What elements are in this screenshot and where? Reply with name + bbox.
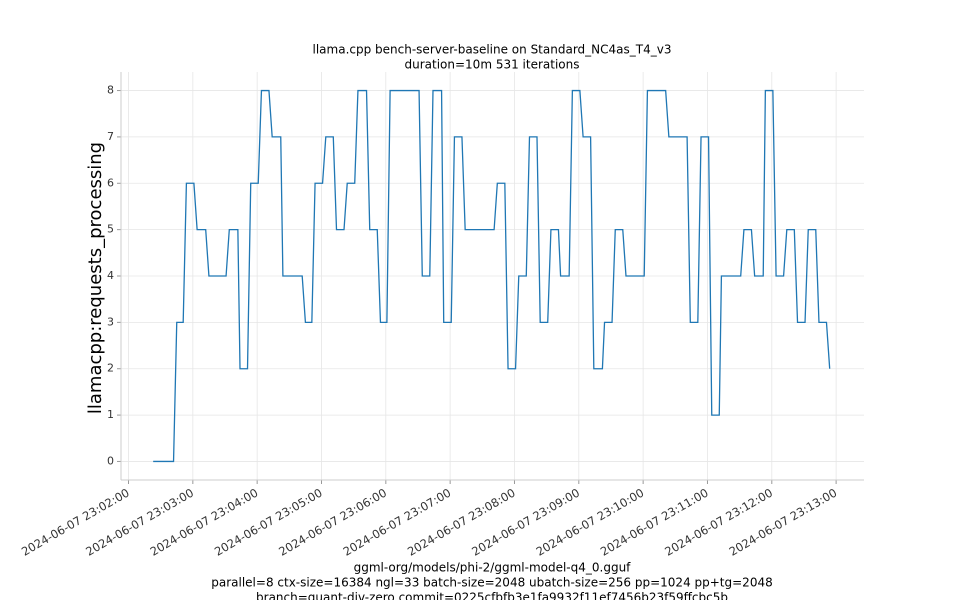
data-line	[153, 89, 831, 463]
y-tick-label: 2	[107, 362, 114, 375]
y-tick-label: 7	[107, 130, 114, 143]
x-axis-label: branch=quant-div-zero commit=0225cfbfb3e…	[256, 591, 728, 600]
y-tick-label: 4	[107, 269, 114, 282]
y-tick-label: 6	[107, 176, 114, 189]
y-tick-label: 8	[107, 84, 114, 97]
y-tick-label: 5	[107, 223, 114, 236]
x-axis-label: parallel=8 ctx-size=16384 ngl=33 batch-s…	[211, 576, 772, 590]
chart-title: llama.cpp bench-server-baseline on Stand…	[313, 43, 672, 57]
y-tick-label: 0	[107, 454, 114, 467]
y-tick-label: 1	[107, 408, 114, 421]
y-axis-label: llamacpp:requests_processing	[85, 142, 106, 414]
chart-subtitle: duration=10m 531 iterations	[405, 58, 580, 72]
y-tick-label: 3	[107, 315, 114, 328]
x-axis-label: ggml-org/models/phi-2/ggml-model-q4_0.gg…	[354, 561, 632, 575]
